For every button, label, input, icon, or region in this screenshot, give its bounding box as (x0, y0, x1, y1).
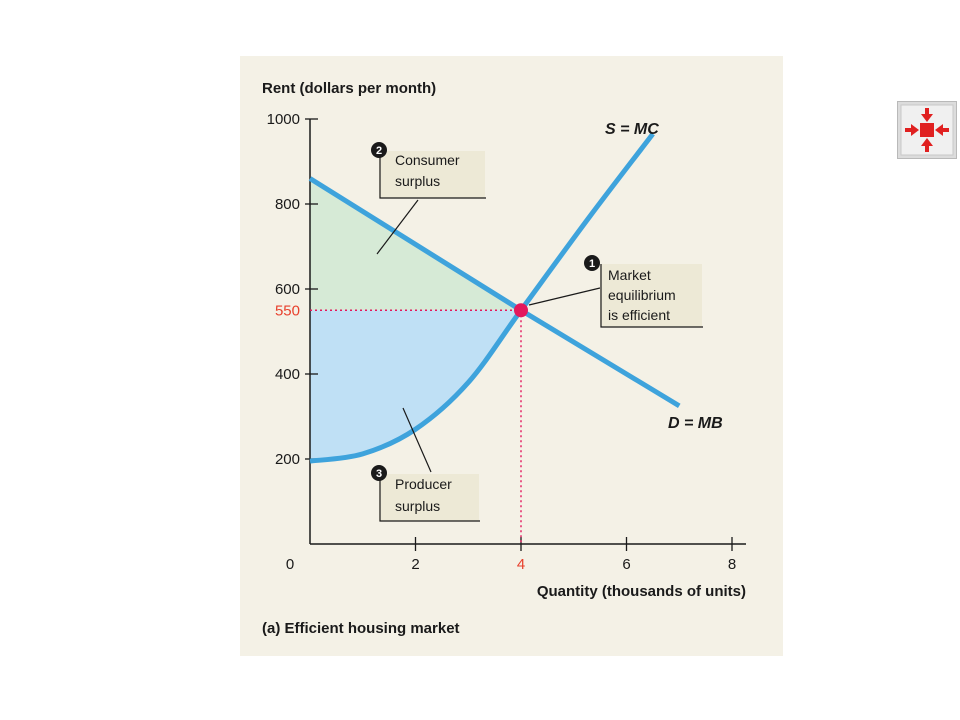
market-number-badge (584, 255, 600, 271)
supply-curve (309, 132, 655, 464)
x-tick-label: 8 (728, 556, 736, 573)
collapse-button[interactable] (897, 101, 957, 159)
producer-number-badge (371, 465, 387, 481)
callout-producer-surplus: 3 Producer surplus (371, 407, 480, 522)
y-tick-label: 200 (275, 451, 300, 468)
demand-curve-label: D = MB (668, 415, 723, 432)
figure-panel: 2 4 6 8 200 400 550 600 800 1000 S = MC D = MB 1… (240, 56, 783, 656)
y-axis-title: Rent (dollars per month) (262, 80, 436, 97)
producer-number: 3 (376, 468, 382, 480)
producer-surplus-area (310, 310, 521, 462)
x-axis-title: Quantity (thousands of units) (537, 583, 746, 600)
callout-consumer-box (379, 151, 485, 198)
x-tick-label: 4 (517, 556, 525, 573)
y-tick-label: 800 (275, 196, 300, 213)
producer-line-2: surplus (395, 498, 440, 514)
y-tick-label: 550 (275, 302, 300, 319)
origin-label: 0 (286, 556, 294, 573)
consumer-line-1: Consumer (395, 152, 460, 168)
callout-producer-box (379, 474, 479, 521)
figure-caption: (a) Efficient housing market (262, 620, 460, 637)
callout-consumer-pointer (376, 199, 419, 255)
x-tick-label: 2 (411, 556, 419, 573)
chart: 2 4 6 8 200 400 550 600 800 1000 S = MC D = MB 1… (262, 80, 746, 637)
y-tick-label: 1000 (267, 111, 300, 128)
callout-market-box (600, 264, 702, 327)
market-line-3: is efficient (608, 307, 670, 323)
y-tick-label: 600 (275, 281, 300, 298)
consumer-line-2: surplus (395, 173, 440, 189)
consumer-number: 2 (376, 145, 382, 157)
producer-line-1: Producer (395, 476, 452, 492)
callout-market-border (600, 264, 703, 328)
collapse-arrows-icon (900, 104, 954, 156)
market-line-1: Market (608, 267, 651, 283)
equilibrium-point (514, 303, 528, 318)
callout-producer-pointer (402, 407, 432, 473)
y-tick-label: 400 (275, 366, 300, 383)
x-tick-label: 6 (622, 556, 630, 573)
callout-market-equilibrium: 1 Market equilibrium is efficient (528, 255, 703, 328)
callout-market-pointer (528, 287, 601, 306)
supply-curve-label: S = MC (605, 121, 659, 138)
market-number: 1 (589, 258, 595, 270)
callout-producer-border (379, 474, 480, 522)
market-line-2: equilibrium (608, 287, 676, 303)
callout-consumer-surplus: 2 Consumer surplus (371, 142, 486, 255)
consumer-number-badge (371, 142, 387, 158)
callout-consumer-border (379, 151, 486, 199)
